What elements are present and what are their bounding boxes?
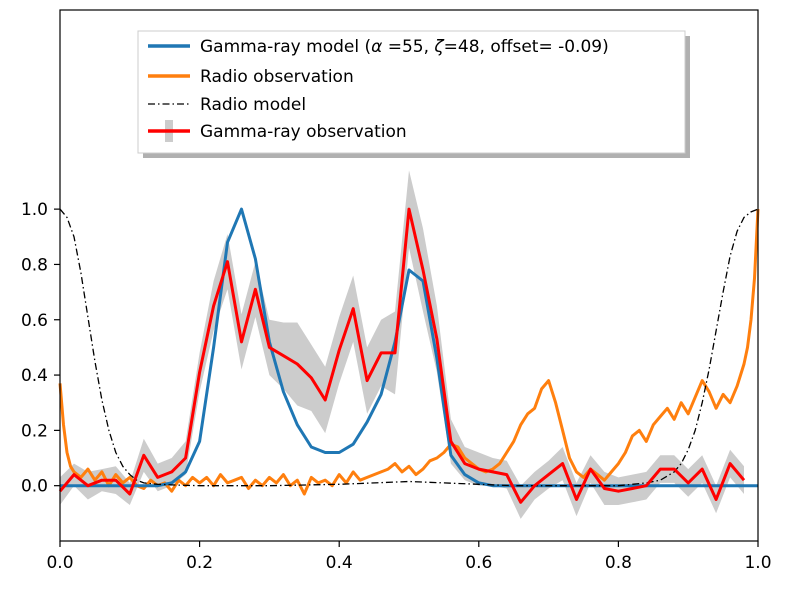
legend-box [137,30,686,154]
axis-ticks: 0.0 0.2 0.4 0.6 0.8 1.0 0.0 0.2 0.4 0.6 0.8 1.0 [21,200,772,573]
x-tick-label: 0.0 [46,553,73,573]
x-tick-label: 0.4 [326,553,353,573]
y-tick-label: 0.4 [21,366,48,386]
x-tick-label: 0.2 [186,553,213,573]
y-tick-label: 0.0 [21,477,48,497]
plot-frame [59,9,759,542]
legend: Gamma-ray model (α =55, ζ=48, offset= -0… [137,30,690,158]
legend-label-gamma-model: Gamma-ray model (α =55, ζ=48, offset= -0… [200,37,609,57]
gamma-observation-line [58,207,746,504]
x-tick-label: 0.8 [605,553,632,573]
gamma-model-line [60,207,758,488]
y-tick-label: 1.0 [21,200,48,220]
radio-observation-line [58,209,760,496]
legend-label-radio-model: Radio model [200,95,306,115]
x-tick-label: 1.0 [744,553,771,573]
series-lines [58,207,760,504]
y-tick-label: 0.2 [21,421,48,441]
legend-label-radio-observation: Radio observation [200,67,354,87]
radio-model-line [59,208,759,487]
gamma-observation-error-band [60,170,744,519]
y-tick-label: 0.8 [21,255,48,275]
legend-label-gamma-observation: Gamma-ray observation [200,122,407,142]
error-bands [60,170,744,519]
x-tick-label: 0.6 [465,553,492,573]
y-tick-label: 0.6 [21,311,48,331]
